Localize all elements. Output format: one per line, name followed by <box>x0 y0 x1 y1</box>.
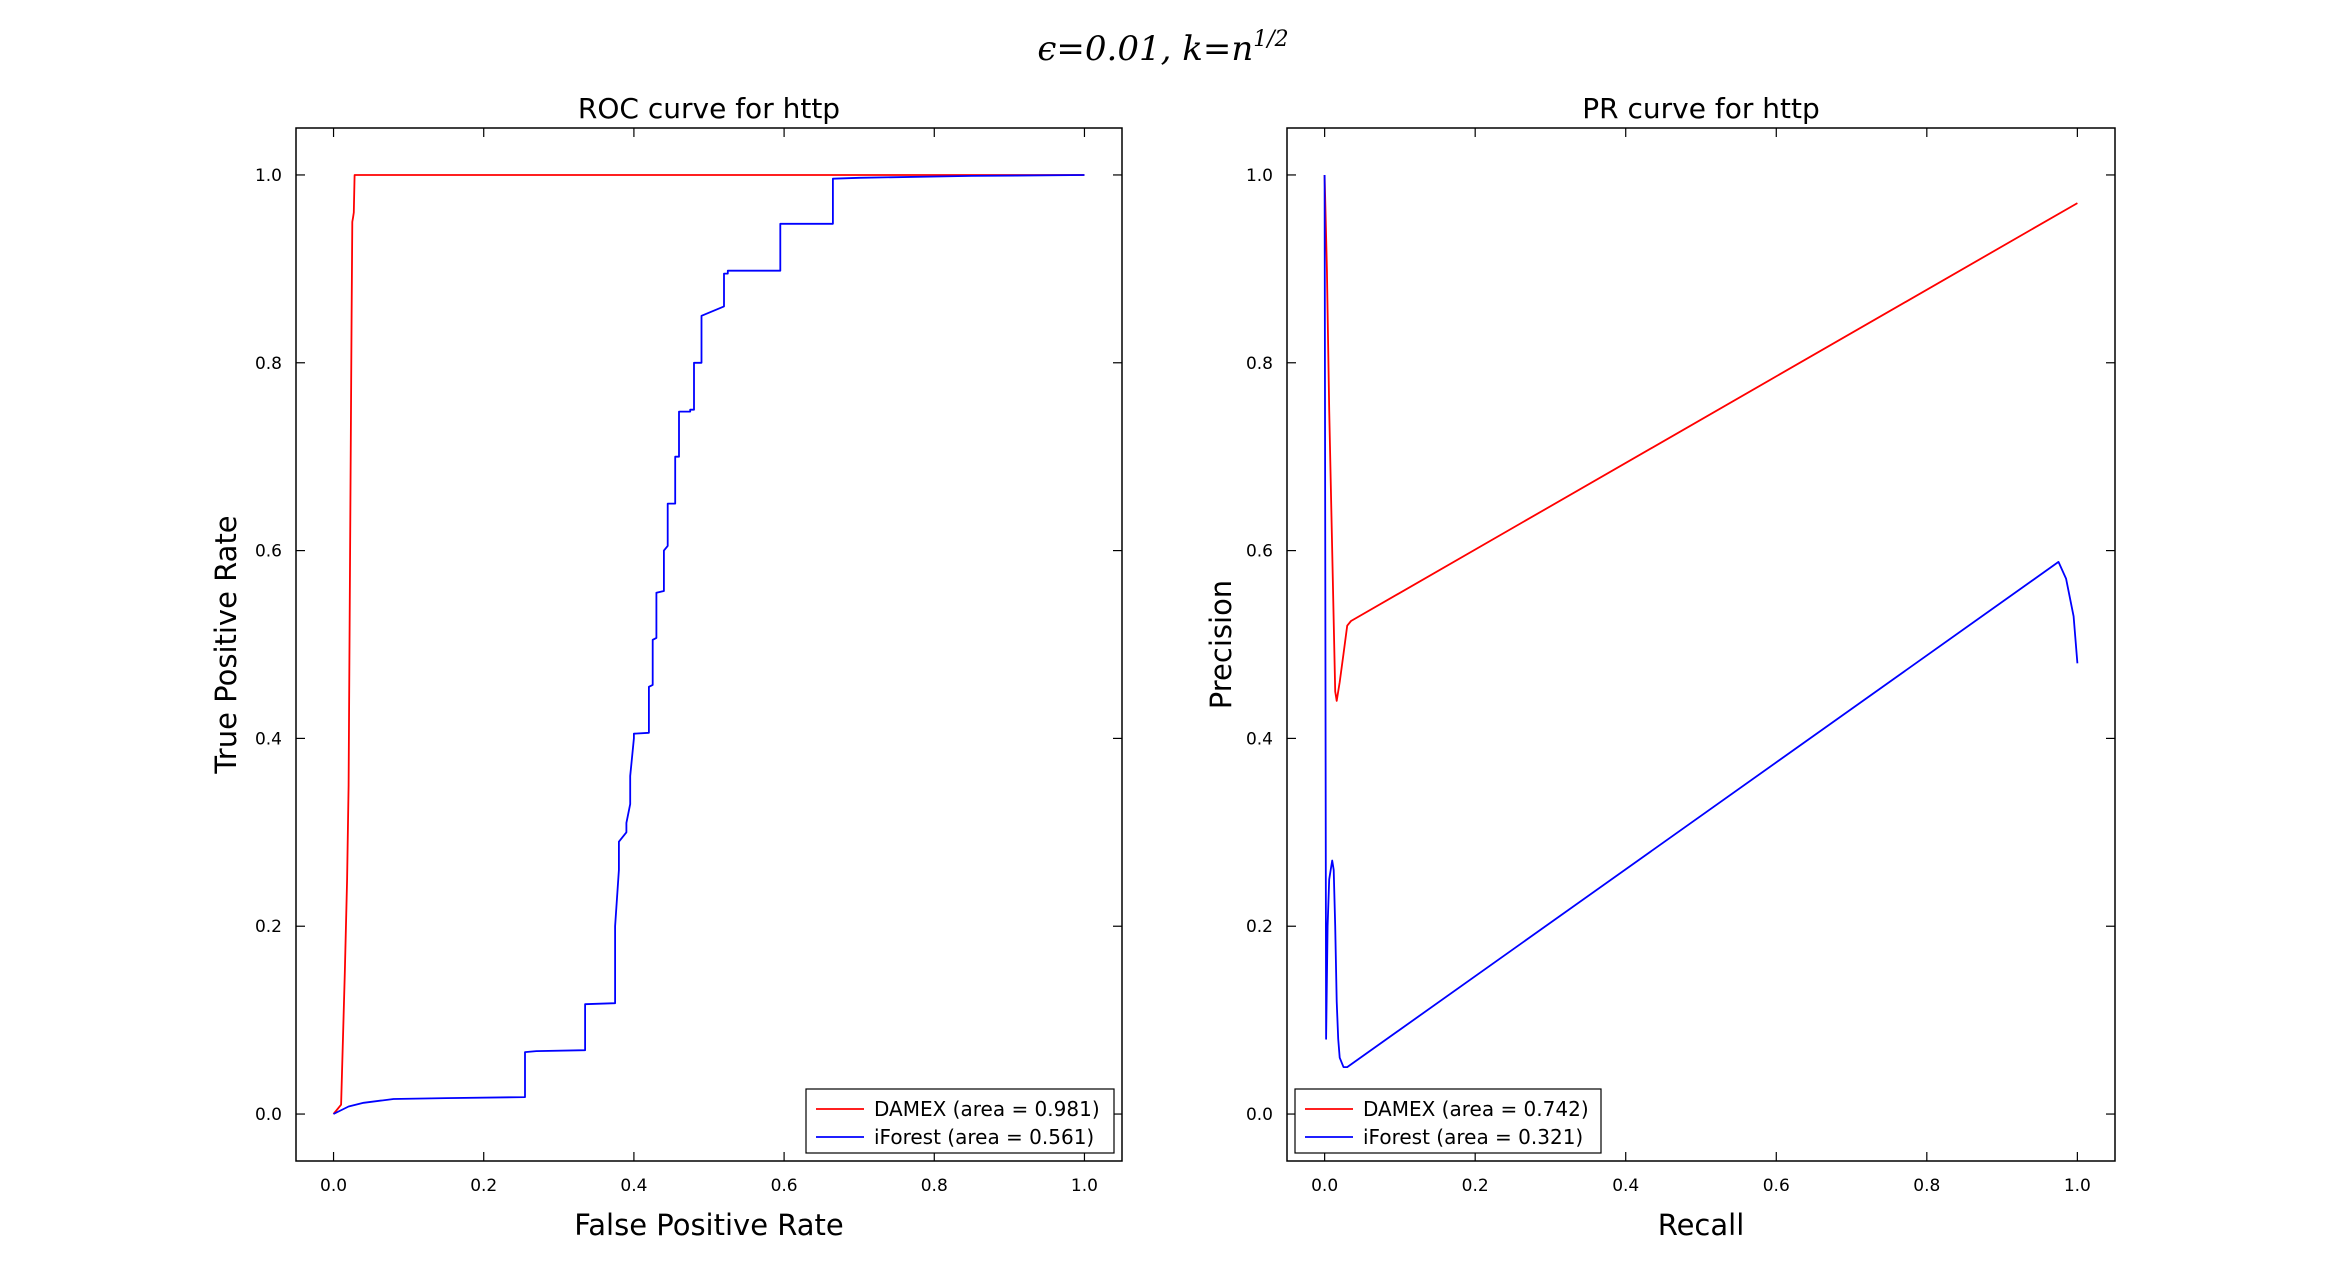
y-tick-label: 1.0 <box>1246 166 1273 186</box>
y-tick-label: 0.4 <box>255 729 282 749</box>
x-tick-label: 0.2 <box>1462 1176 1489 1196</box>
series-line-damex <box>1323 174 2078 702</box>
y-tick-label: 0.0 <box>1246 1105 1273 1125</box>
suptitle-epsilon: ϵ <box>1037 29 1056 69</box>
x-axis-label: Recall <box>1658 1208 1745 1242</box>
y-tick-label: 0.2 <box>255 917 282 937</box>
y-tick-label: 0.6 <box>1246 542 1273 562</box>
series-line-iforest <box>333 174 1085 1115</box>
x-tick-label: 0.4 <box>1612 1176 1639 1196</box>
legend-box <box>1294 1088 1602 1154</box>
x-tick-label: 0.8 <box>921 1176 948 1196</box>
legend-label: DAMEX (area = 0.981) <box>874 1097 1100 1121</box>
x-tick-label: 1.0 <box>1071 1176 1098 1196</box>
legend: DAMEX (area = 0.981) iForest (area = 0.56… <box>805 1088 1115 1154</box>
roc-chart: 0.0 0.2 0.4 0.6 0.8 1.0 0.0 0.2 0.4 0.6 0.8 1.0 ROC … <box>209 92 1123 1242</box>
series-line-iforest <box>1323 174 2079 1068</box>
y-tick-label: 0.2 <box>1246 917 1273 937</box>
y-tick-label: 0.4 <box>1246 729 1273 749</box>
axes-frame <box>1286 127 2116 1162</box>
legend-label: iForest (area = 0.321) <box>1363 1125 1583 1149</box>
x-tick-label: 0.8 <box>1913 1176 1940 1196</box>
x-tick-label: 0.4 <box>620 1176 647 1196</box>
y-tick-label: 0.6 <box>255 542 282 562</box>
x-tick-label: 1.0 <box>2064 1176 2091 1196</box>
y-tick-label: 0.8 <box>1246 354 1273 374</box>
axes-title: PR curve for http <box>1582 92 1819 125</box>
axes-frame <box>295 127 1123 1162</box>
legend-label: iForest (area = 0.561) <box>874 1125 1094 1149</box>
x-axis-label: False Positive Rate <box>574 1208 844 1242</box>
x-tick-label: 0.0 <box>320 1176 347 1196</box>
y-tick-label: 0.0 <box>255 1105 282 1125</box>
suptitle-exp: 1/2 <box>1253 27 1288 52</box>
suptitle-eq1: =0.01, k=n <box>1056 29 1253 69</box>
x-tick-label: 0.2 <box>470 1176 497 1196</box>
x-tick-label: 0.6 <box>771 1176 798 1196</box>
pr-chart: 0.0 0.2 0.4 0.6 0.8 1.0 0.0 0.2 0.4 0.6 0.8 1.0 PR c… <box>1204 92 2116 1242</box>
y-tick-label: 0.8 <box>255 354 282 374</box>
x-tick-label: 0.6 <box>1763 1176 1790 1196</box>
legend-label: DAMEX (area = 0.742) <box>1363 1097 1589 1121</box>
legend: DAMEX (area = 0.742) iForest (area = 0.32… <box>1294 1088 1602 1154</box>
legend-box <box>805 1088 1115 1154</box>
figure-suptitle: ϵ=0.01, k=n1/2 <box>1037 27 1288 69</box>
series-line-damex <box>332 174 1085 1115</box>
y-axis-label: True Positive Rate <box>209 515 243 774</box>
axes-title: ROC curve for http <box>578 92 840 125</box>
x-tick-label: 0.0 <box>1311 1176 1338 1196</box>
y-axis-label: Precision <box>1204 580 1238 709</box>
svg-text:ϵ=0.01, k=n1/2: ϵ=0.01, k=n1/2 <box>1037 27 1288 69</box>
y-tick-label: 1.0 <box>255 166 282 186</box>
